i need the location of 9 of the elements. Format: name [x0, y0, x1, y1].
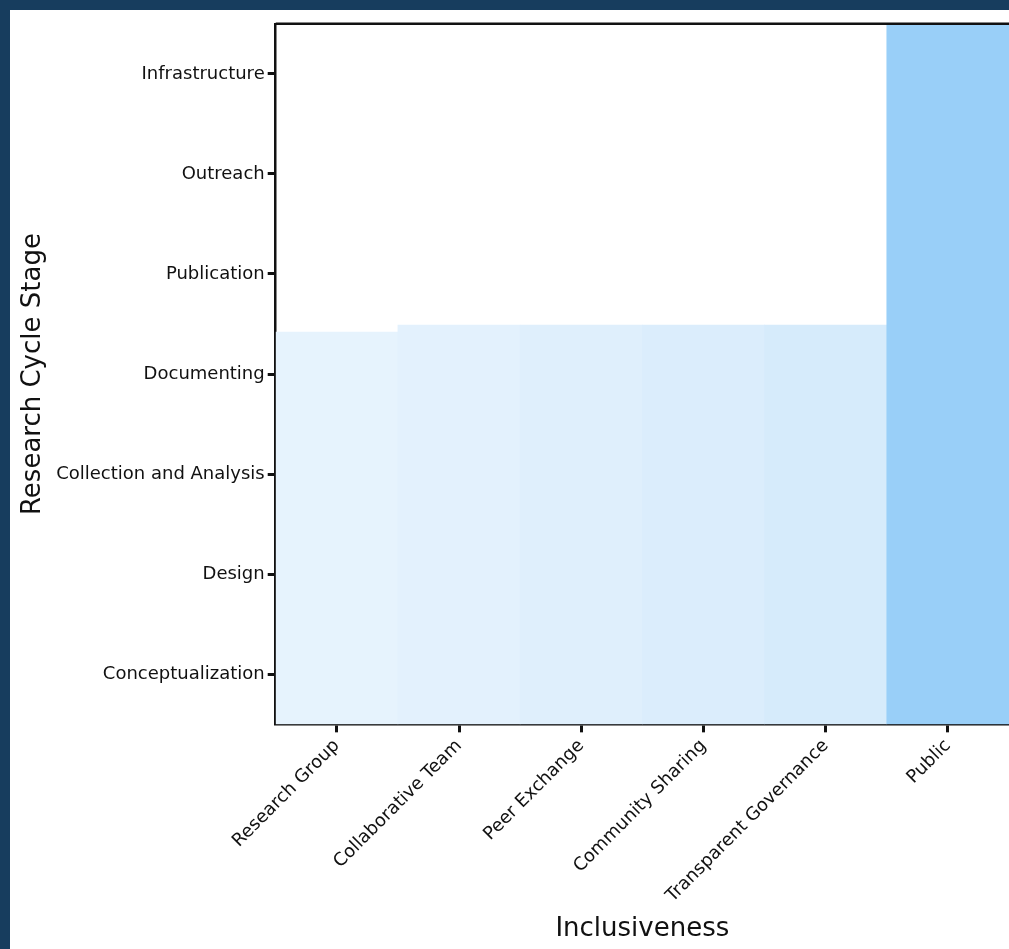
category-label: Collection and Analysis [56, 461, 265, 483]
category-label: Design [202, 561, 265, 583]
category-label: Conceptualization [102, 661, 265, 683]
category-label: Documenting [143, 361, 265, 383]
category-label: Publication [165, 261, 265, 283]
category-label: Outreach [181, 161, 265, 183]
text: Research Cycle Stage [16, 233, 47, 516]
category-label: Infrastructure [141, 61, 265, 83]
x-axis-title: Inclusiveness [555, 912, 730, 943]
